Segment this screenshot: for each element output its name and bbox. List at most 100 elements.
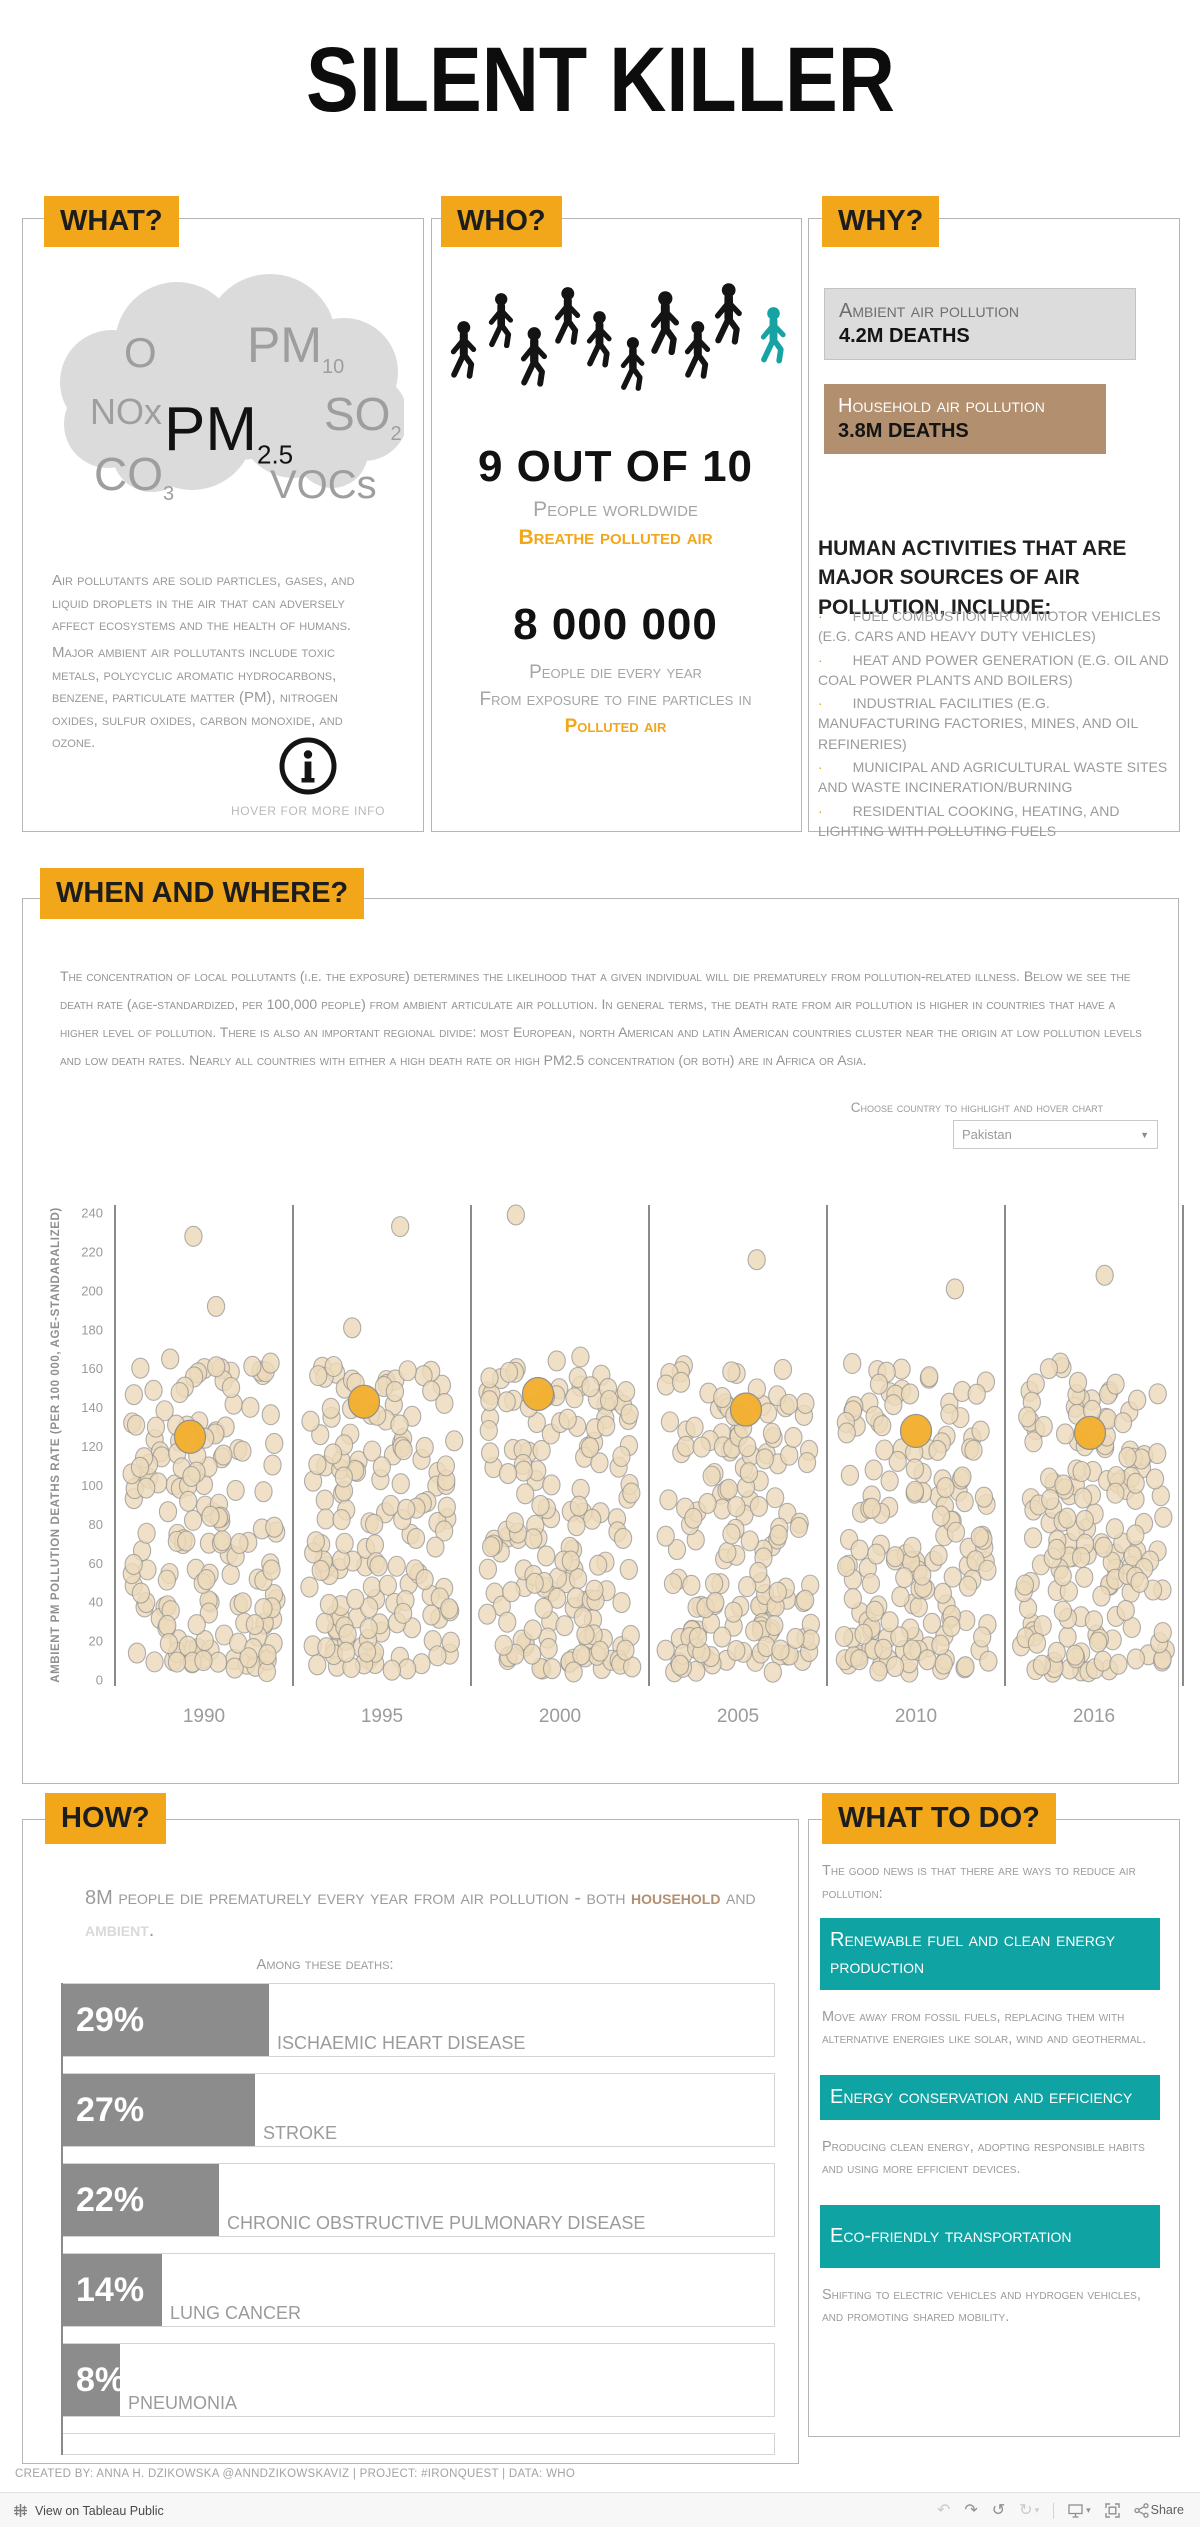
person-icon-highlighted xyxy=(760,307,786,364)
svg-text:40: 40 xyxy=(89,1595,103,1610)
highlighted-country-dot[interactable] xyxy=(173,1419,207,1454)
death-cause-bar-row: 29% ISCHAEMIC HEART DISEASE xyxy=(63,1983,775,2057)
person-icon xyxy=(488,293,514,349)
bar-percent-label: 22% xyxy=(76,2181,145,2219)
svg-text:140: 140 xyxy=(81,1400,103,1415)
svg-text:60: 60 xyxy=(89,1556,103,1571)
info-icon[interactable] xyxy=(278,736,338,796)
bar-fill xyxy=(63,2164,219,2236)
svg-text:100: 100 xyxy=(81,1478,103,1493)
activity-item: · RESIDENTIAL COOKING, HEATING, AND LIGHT… xyxy=(818,802,1120,839)
cloud-pollutant-label: NOx xyxy=(90,391,162,432)
activity-item: · MUNICIPAL AND AGRICULTURAL WASTE SITES … xyxy=(818,759,1168,796)
person-icon xyxy=(586,311,612,368)
redo-button[interactable]: ↷ xyxy=(964,2501,978,2519)
country-dropdown-value: Pakistan xyxy=(962,1127,1012,1142)
person-icon xyxy=(684,321,711,379)
bar-fill xyxy=(63,2344,120,2416)
who-header: WHO? xyxy=(441,196,562,247)
svg-text:200: 200 xyxy=(81,1283,103,1298)
refresh-button[interactable]: ↻ ▾ xyxy=(1019,2501,1040,2519)
bar-category-label: STROKE xyxy=(263,2123,338,2143)
bar-percent-label: 27% xyxy=(76,2091,145,2129)
highlighted-country-dot[interactable] xyxy=(347,1384,381,1419)
stat-8m-line3: Polluted air xyxy=(564,716,667,737)
svg-text:AMBIENT PM POLLUTION DEATHS RA: AMBIENT PM POLLUTION DEATHS RATE (PER 10… xyxy=(50,1207,62,1683)
country-dropdown[interactable]: Pakistan ▼ xyxy=(953,1120,1158,1149)
year-axis-label: 2005 xyxy=(717,1706,759,1727)
activity-item: · FUEL COMBUSTION FROM MOTOR VEHICLES (E.… xyxy=(818,608,1161,645)
cloud-pollutant-label: VOCs xyxy=(270,463,377,507)
ambient-value: 4.2M DEATHS xyxy=(839,325,970,347)
action-description: Shifting to electric vehicles and hydrog… xyxy=(822,2286,1141,2326)
highlighted-country-dot[interactable] xyxy=(899,1413,933,1449)
action-description: Move away from fossil fuels, replacing t… xyxy=(822,2009,1147,2048)
action-title: Renewable fuel and clean energy producti… xyxy=(820,1918,1160,1990)
how-intro-ambient: ambient xyxy=(85,1919,149,1941)
stat-8m: 8 000 000 xyxy=(513,600,718,649)
person-icon xyxy=(620,337,645,391)
undo-button[interactable]: ↶ xyxy=(936,2501,951,2519)
people-pictogram xyxy=(448,282,788,402)
cloud-pollutant-label: O xyxy=(124,329,157,376)
cloud-pollutant-label: CO3 xyxy=(94,448,174,505)
highlighted-country-dot[interactable] xyxy=(1073,1415,1107,1450)
death-cause-bar-row: 22% CHRONIC OBSTRUCTIVE PULMONARY DISEASE xyxy=(63,2163,775,2237)
among-deaths-label: Among these deaths: xyxy=(256,1956,394,1973)
svg-text:220: 220 xyxy=(81,1244,103,1259)
ambient-label: Ambient air pollution xyxy=(839,300,1020,322)
share-label: Share xyxy=(1150,2503,1184,2518)
why-header: WHY? xyxy=(822,196,940,247)
pollutant-cloud: O PM10 NOx PM2.5 SO2 CO3 VOCs xyxy=(60,274,404,507)
chevron-down-icon: ▼ xyxy=(1140,1129,1149,1140)
tableau-logo-icon xyxy=(14,2504,27,2517)
reset-button[interactable]: ↺ xyxy=(991,2501,1006,2519)
download-button[interactable]: ▾ xyxy=(1068,2503,1091,2518)
svg-text:160: 160 xyxy=(81,1361,103,1376)
highlighted-country-dot[interactable] xyxy=(521,1376,555,1412)
share-button[interactable]: Share xyxy=(1133,2503,1184,2518)
cloud-pollutant-label: SO2 xyxy=(324,388,402,445)
person-icon xyxy=(650,291,680,356)
credit-line: CREATED BY: ANNA H. DZIKOWSKA @ANNDZIKOW… xyxy=(15,2468,576,2480)
stat-9-line2: Breathe polluted air xyxy=(518,526,713,549)
svg-text:20: 20 xyxy=(89,1634,103,1649)
toolbar-divider xyxy=(1053,2502,1055,2519)
death-cause-bar-row: 8% PNEUMONIA xyxy=(63,2343,775,2417)
empty-bar-track xyxy=(63,2433,775,2455)
household-label: Household air pollution xyxy=(838,395,1045,417)
action-description: Producing clean energy, adopting respons… xyxy=(822,2138,1145,2178)
stat-9-of-10: 9 OUT OF 10 xyxy=(477,442,754,491)
tableau-view-link[interactable]: View on Tableau Public xyxy=(0,2503,164,2518)
how-intro-household: household xyxy=(631,1887,721,1909)
year-axis-label: 1995 xyxy=(361,1706,403,1727)
person-icon xyxy=(450,321,477,379)
activity-item: · HEAT AND POWER GENERATION (E.G. OIL AND… xyxy=(818,651,1169,688)
year-axis-label: 2016 xyxy=(1073,1706,1115,1727)
fullscreen-button[interactable] xyxy=(1104,2503,1120,2518)
death-cause-bar-row: 14% LUNG CANCER xyxy=(63,2253,775,2327)
year-axis-label: 2000 xyxy=(539,1706,581,1727)
share-icon xyxy=(1133,2503,1149,2518)
ambient-deaths-box: Ambient air pollution 4.2M DEATHS xyxy=(824,288,1136,360)
bar-percent-label: 8% xyxy=(76,2361,126,2399)
pm-deaths-strip-chart[interactable]: 0 20 40 60 80 100 120 140 160 180 200 220 240 AMBIENT… xyxy=(45,1180,1185,1736)
stat-9-line1: People worldwide xyxy=(533,498,698,521)
highlighted-country-dot[interactable] xyxy=(729,1392,763,1427)
cloud-pollutant-label: PM2.5 xyxy=(164,395,293,470)
bar-category-label: LUNG CANCER xyxy=(170,2303,302,2323)
how-intro-prefix: 8M people die prematurely every year fro… xyxy=(85,1887,631,1909)
how-intro-and: and xyxy=(720,1887,756,1909)
activity-item: · INDUSTRIAL FACILITIES (E.G. MANUFACTURI… xyxy=(818,695,1138,752)
bar-category-label: PNEUMONIA xyxy=(128,2393,238,2413)
what-to-do-intro: The good news is that there are ways to … xyxy=(822,1863,1136,1903)
hover-note: HOVER FOR MORE INFO xyxy=(230,804,386,818)
svg-text:180: 180 xyxy=(81,1322,103,1337)
year-axis-label: 2010 xyxy=(895,1706,937,1727)
action-title: Eco-friendly transportation xyxy=(820,2204,1160,2268)
household-deaths-box: Household air pollution 3.8M DEATHS xyxy=(824,384,1106,454)
bar-percent-label: 29% xyxy=(76,2001,145,2039)
bar-percent-label: 14% xyxy=(76,2271,145,2309)
what-header: WHAT? xyxy=(44,196,179,247)
what-to-do-header: WHAT TO DO? xyxy=(822,1793,1056,1844)
